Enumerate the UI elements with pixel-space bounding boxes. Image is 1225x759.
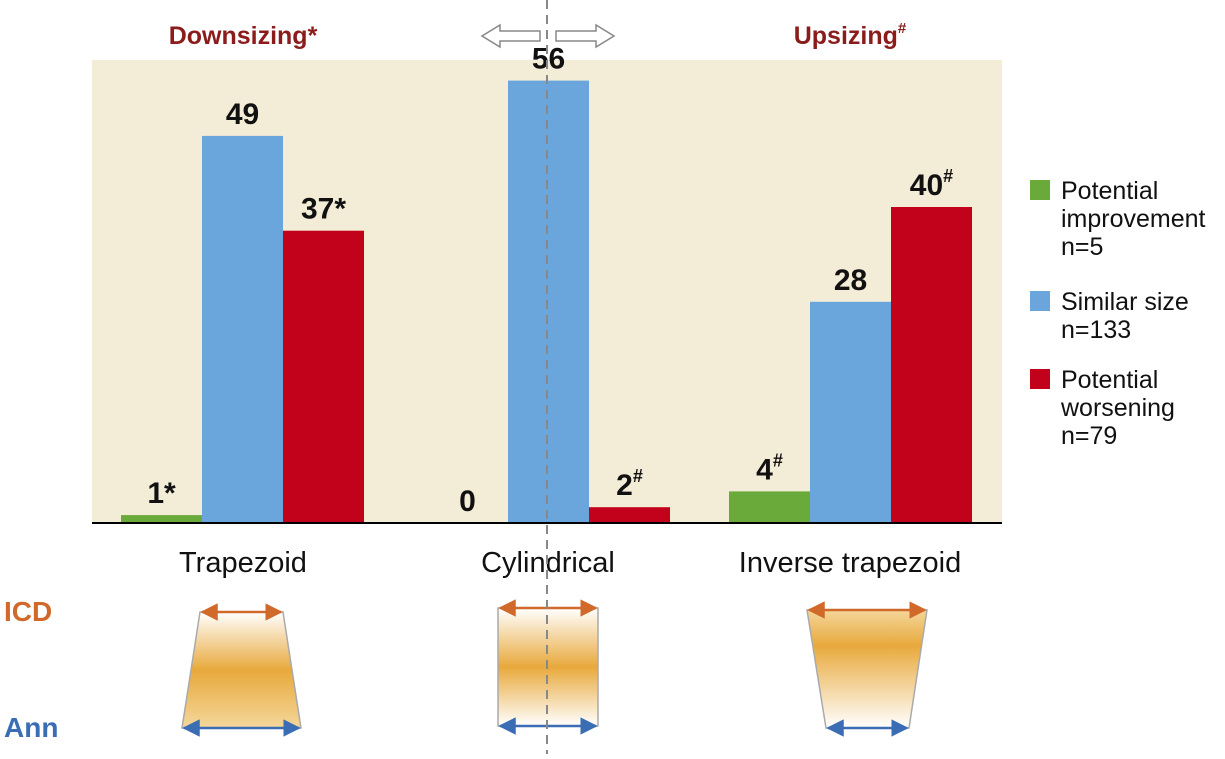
bar-potential-worsening-inverse-trapezoid — [891, 207, 972, 523]
bar-potential-worsening-cylindrical — [589, 507, 670, 523]
bar-potential-improvement-inverse-trapezoid — [729, 491, 810, 523]
bar-value-label: 2# — [616, 466, 643, 502]
legend-entry-text: Similar size — [1061, 288, 1189, 316]
legend-swatch — [1030, 369, 1050, 389]
legend-entry-text: n=133 — [1061, 316, 1131, 344]
icd-label: ICD — [4, 596, 52, 627]
bar-potential-worsening-trapezoid — [283, 230, 364, 523]
legend-entry-text: n=79 — [1061, 422, 1117, 450]
bar-value-label: 4# — [756, 450, 783, 486]
legend-entry-text: Potential — [1061, 177, 1158, 205]
bar-similar-size-trapezoid — [202, 135, 283, 523]
legend-entry-text: n=5 — [1061, 233, 1103, 261]
ann-label: Ann — [4, 712, 58, 743]
direction-arrows-icon — [480, 23, 616, 49]
category-labels-group: TrapezoidCylindricalInverse trapezoid — [179, 547, 961, 579]
legend-entry-text: Potential — [1061, 366, 1158, 394]
trapezoid-diagram — [181, 603, 302, 737]
bar-value-label: 40# — [910, 166, 953, 202]
legend-entry-text: worsening — [1060, 394, 1175, 422]
inverse-trapezoid-diagram — [806, 601, 928, 737]
bar-value-label: 49 — [226, 98, 259, 131]
legend-swatch — [1030, 291, 1050, 311]
bars-group — [121, 80, 972, 523]
bar-value-label: 0 — [459, 485, 476, 518]
bar-similar-size-cylindrical — [508, 80, 589, 523]
bar-value-label: 1* — [147, 477, 176, 510]
bar-potential-improvement-trapezoid — [121, 515, 202, 523]
bar-similar-size-inverse-trapezoid — [810, 301, 891, 523]
legend-swatch — [1030, 180, 1050, 200]
bar-labels-group: 1* 0 4# 49 56 28 37* 2# 40# — [147, 43, 953, 518]
category-label-trapezoid: Trapezoid — [179, 547, 307, 579]
upsizing-label: Upsizing# — [794, 20, 907, 50]
category-label-inverse-trapezoid: Inverse trapezoid — [739, 547, 961, 579]
bar-value-label: 28 — [834, 264, 867, 297]
bar-value-label: 37* — [301, 193, 346, 226]
bar-value-label: 56 — [532, 43, 565, 76]
downsizing-label: Downsizing* — [169, 22, 318, 50]
legend-entry-text: improvement — [1061, 205, 1206, 233]
